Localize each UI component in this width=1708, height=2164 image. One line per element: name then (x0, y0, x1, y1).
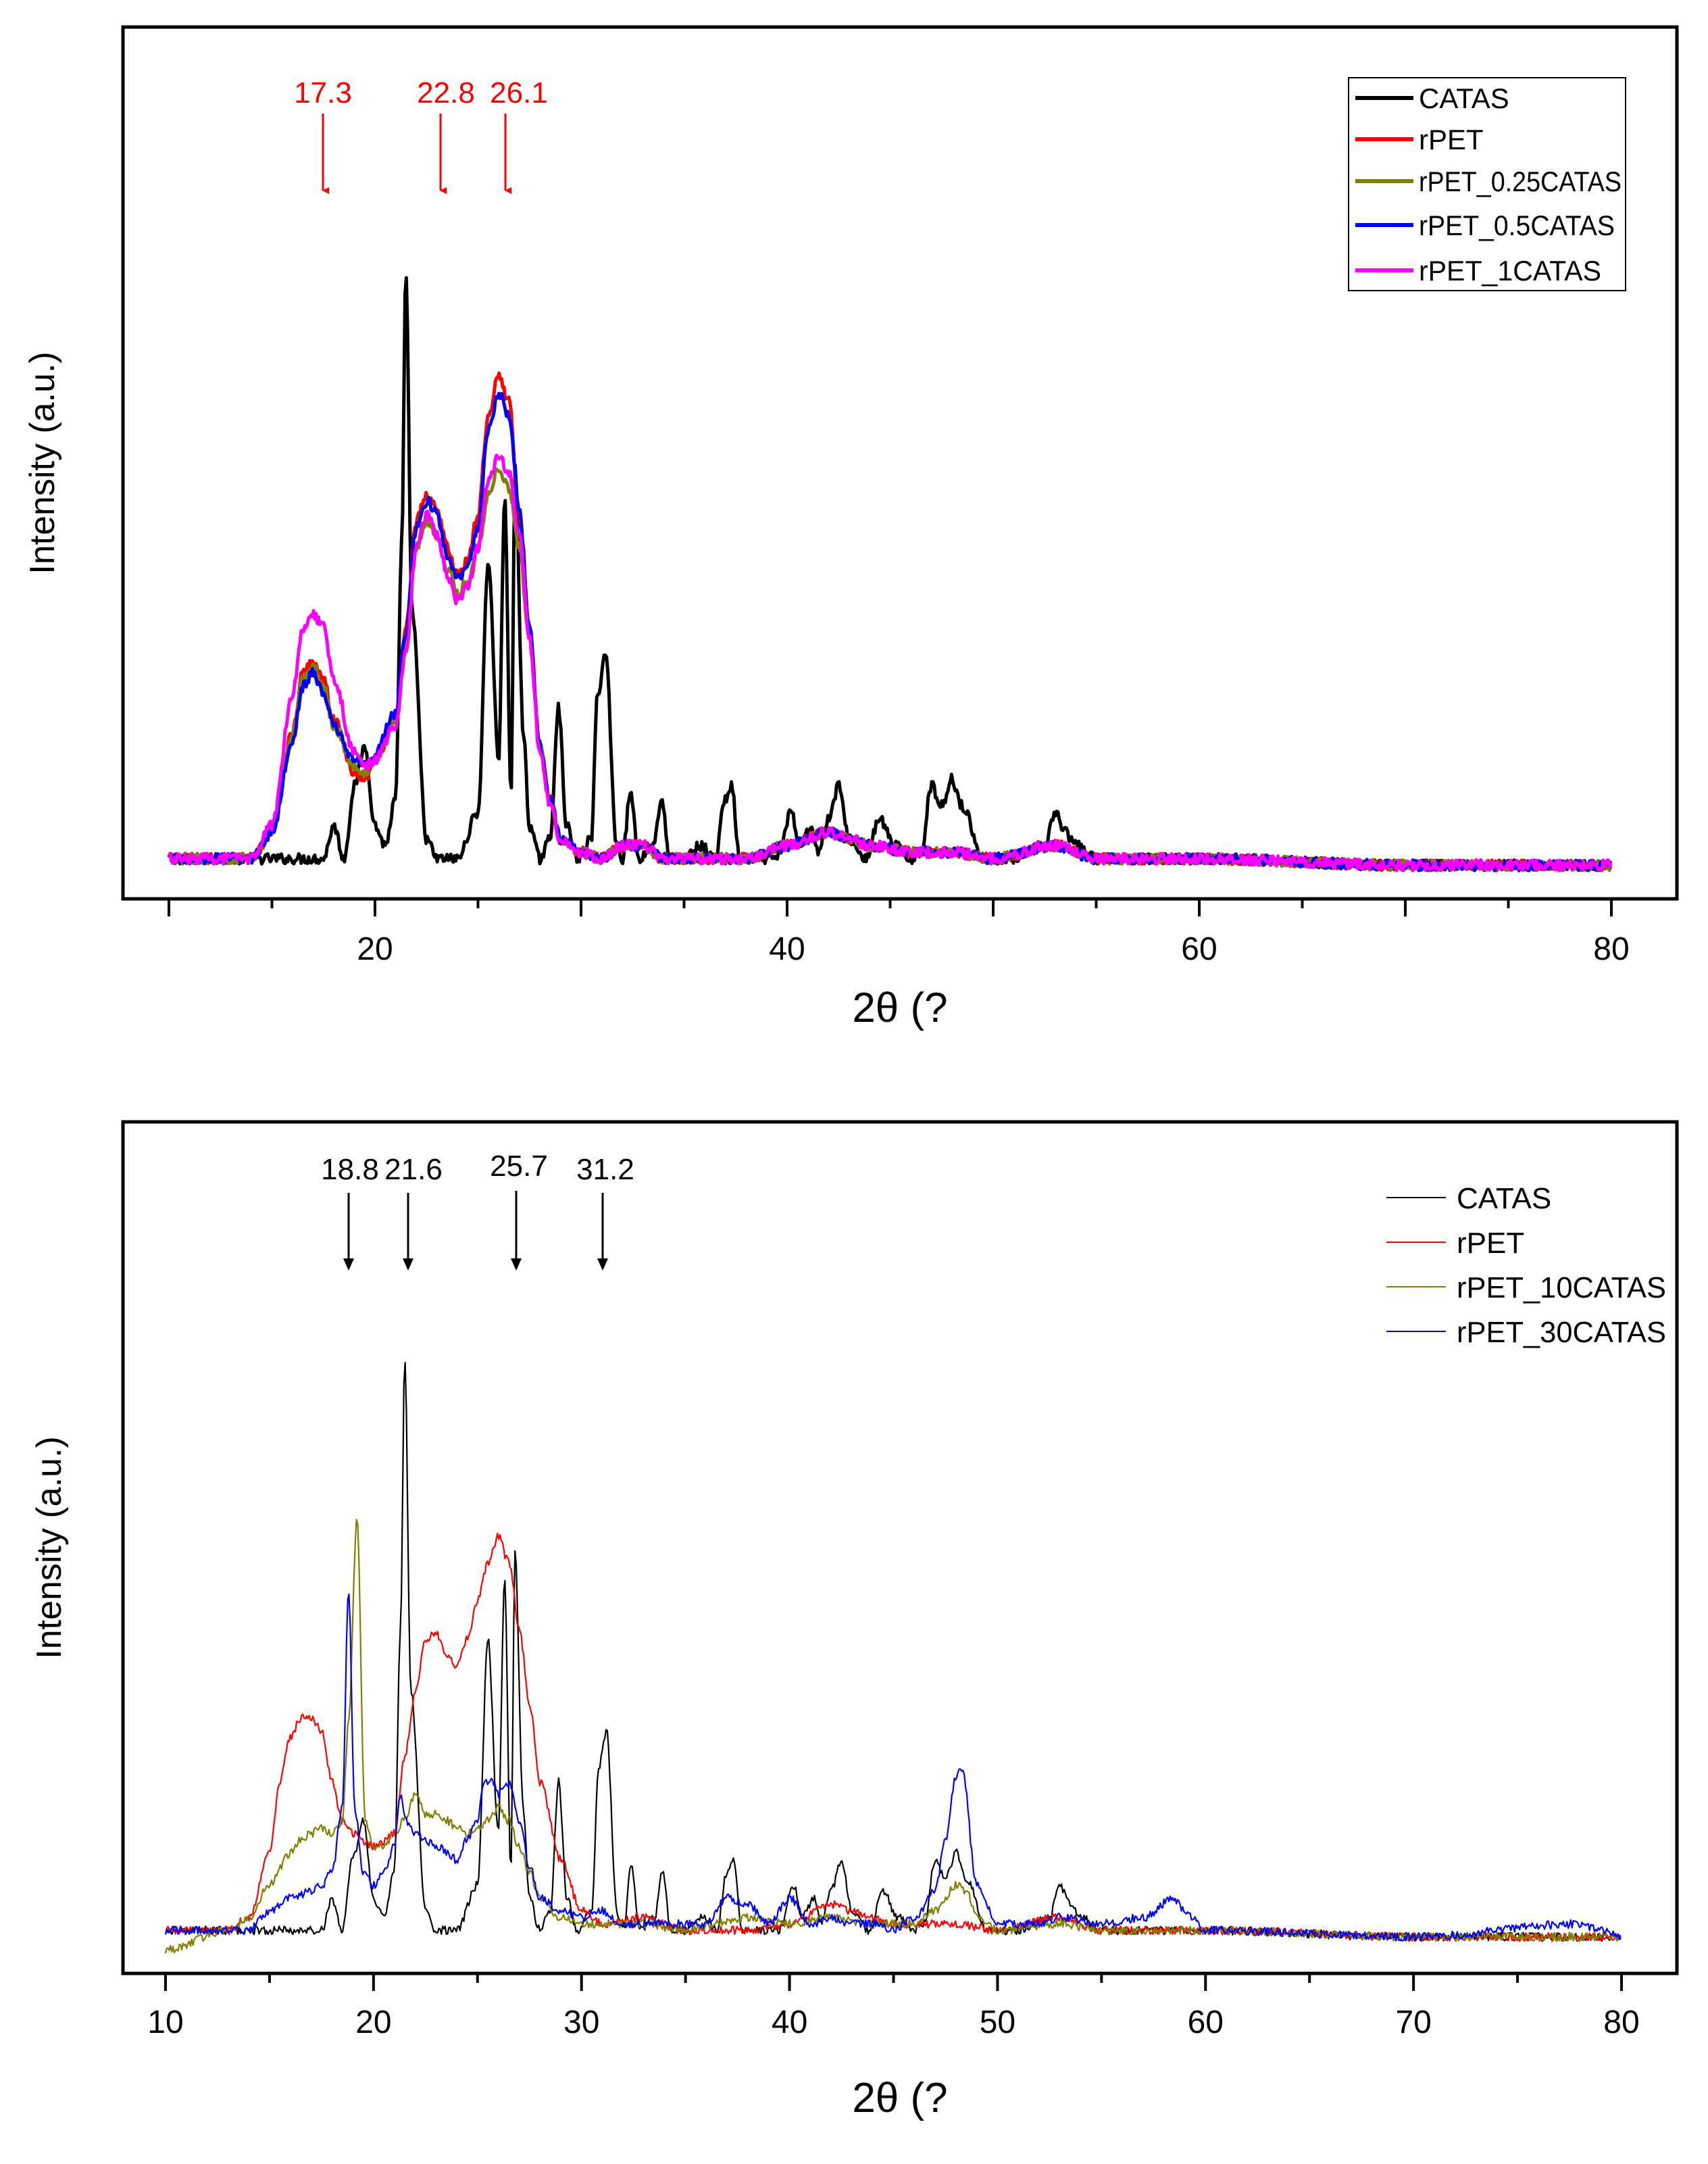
x-tick-label-top-40: 40 (769, 931, 805, 967)
x-axis-label-bottom: 2θ (? (852, 2075, 947, 2121)
plot-area-bottom (121, 1120, 1679, 1975)
x-tick-label-bottom-20: 20 (355, 2005, 391, 2040)
annotation-22-8: 22.8 (417, 76, 475, 194)
legend-label-rpet-b: rPET (1457, 1227, 1524, 1260)
legend-label-rpet-0-5catas: rPET_0.5CATAS (1419, 210, 1615, 241)
annotation-label-21-6: 21.6 (384, 1153, 443, 1186)
annotation-26-1: 26.1 (490, 76, 548, 194)
legend-label-rpet-1catas: rPET_1CATAS (1419, 255, 1601, 287)
plot-frame-top (121, 25, 1679, 901)
chart-bottom: 10 20 30 40 50 60 70 80 Intensity (a.u.) 2θ (? … (30, 1120, 1679, 2121)
annotation-arrowhead-18-8 (343, 1258, 354, 1271)
series-line-top-rpet (167, 371, 1613, 872)
annotation-label-22-8: 22.8 (417, 76, 475, 109)
annotation-arrowhead-21-6 (403, 1258, 413, 1271)
legend-label-catas-b: CATAS (1457, 1182, 1551, 1215)
series-layer-bottom (164, 1362, 1622, 1954)
x-tick-label-bottom-40: 40 (772, 2005, 807, 2040)
annotation-31-2: 31.2 (576, 1153, 634, 1271)
legend-top: CATAS rPET rPET_0.25CATAS rPET_0.5CATAS … (1348, 77, 1626, 291)
y-axis-label-bottom: Intensity (a.u.) (30, 1436, 69, 1658)
legend-box-top (1348, 77, 1626, 291)
annotation-label-31-2: 31.2 (576, 1153, 634, 1186)
x-tick-label-bottom-30: 30 (563, 2005, 599, 2040)
plot-frame-bottom (121, 1120, 1679, 1975)
annotation-arrowhead-25-7 (511, 1258, 522, 1271)
series-line-top-rpet-0-25catas (167, 467, 1613, 872)
series-line-top-rpet-0-5catas (167, 391, 1612, 872)
series-line-bottom-rpet (164, 1532, 1622, 1942)
annotation-25-7: 25.7 (490, 1150, 548, 1271)
series-line-bottom-catas (164, 1362, 1622, 1942)
x-tick-label-top-20: 20 (357, 931, 393, 967)
legend-label-catas: CATAS (1419, 82, 1509, 114)
legend-label-rpet-10catas: rPET_10CATAS (1457, 1271, 1666, 1304)
x-tick-label-bottom-70: 70 (1395, 2005, 1431, 2040)
annotation-arrowhead-31-2 (597, 1258, 608, 1271)
plot-area-top (121, 25, 1679, 901)
x-axis-top: 20 40 60 80 (168, 899, 1630, 967)
legend-label-rpet: rPET (1419, 124, 1484, 155)
annotation-label-18-8: 18.8 (321, 1153, 379, 1186)
annotation-label-17-3: 17.3 (294, 76, 352, 109)
series-line-bottom-rpet-30catas (164, 1593, 1622, 1942)
x-tick-label-bottom-80: 80 (1603, 2005, 1639, 2040)
x-axis-bottom: 10 20 30 40 50 60 70 80 (147, 1973, 1640, 2040)
annotation-18-8: 18.8 (321, 1153, 379, 1271)
series-line-top-rpet-1catas (167, 453, 1613, 872)
x-tick-label-bottom-60: 60 (1188, 2005, 1224, 2040)
x-tick-label-bottom-10: 10 (147, 2005, 183, 2040)
x-tick-label-top-80: 80 (1593, 931, 1629, 967)
legend-label-rpet-0-25catas: rPET_0.25CATAS (1419, 166, 1622, 197)
x-axis-label-top: 2θ (? (852, 985, 947, 1031)
annotation-17-3: 17.3 (294, 76, 352, 194)
annotation-label-25-7: 25.7 (490, 1150, 548, 1183)
y-axis-label-top: Intensity (a.u.) (23, 351, 62, 574)
legend-bottom: CATAS rPET rPET_10CATAS rPET_30CATAS (1386, 1182, 1666, 1349)
x-tick-label-bottom-50: 50 (980, 2005, 1015, 2040)
legend-label-rpet-30catas: rPET_30CATAS (1457, 1316, 1666, 1349)
chart-top: 20 40 60 80 Intensity (a.u.) 2θ (? 17.3 22.… (23, 25, 1679, 1031)
x-tick-label-top-60: 60 (1181, 931, 1217, 967)
annotation-label-26-1: 26.1 (490, 76, 548, 109)
series-layer-top (167, 276, 1613, 872)
series-line-bottom-rpet-10catas (164, 1519, 1622, 1954)
annotation-21-6: 21.6 (384, 1153, 443, 1271)
series-line-top-catas (167, 276, 1612, 872)
